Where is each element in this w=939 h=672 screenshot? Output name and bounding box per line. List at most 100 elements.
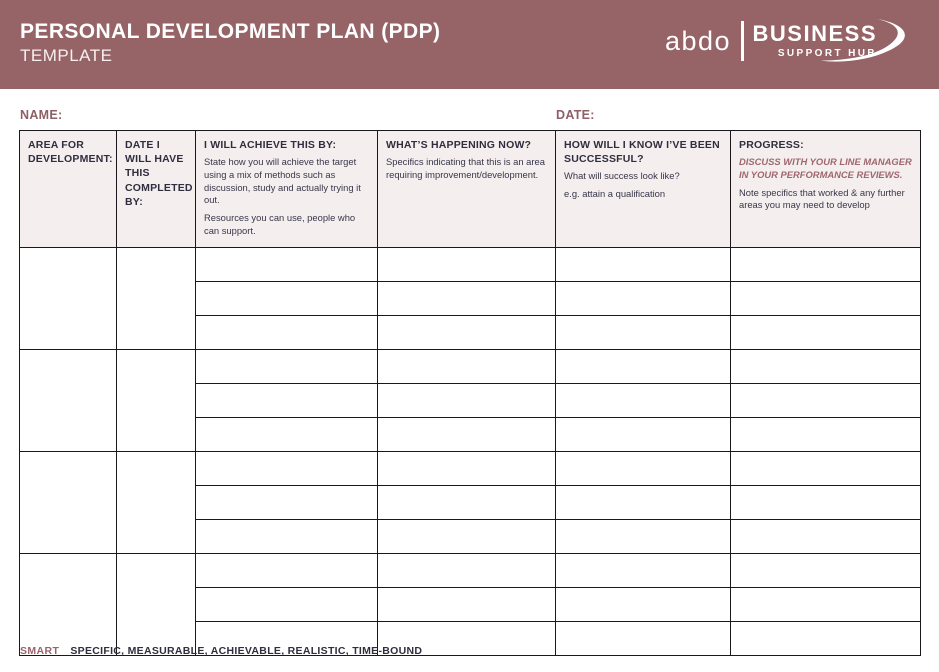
cell-progress[interactable] xyxy=(730,315,921,351)
cell-success-measure[interactable] xyxy=(555,247,731,283)
page-title: PERSONAL DEVELOPMENT PLAN (PDP) xyxy=(20,20,441,43)
cell-success-measure[interactable] xyxy=(555,417,731,453)
cell-progress[interactable] xyxy=(730,383,921,419)
column-description: e.g. attain a qualification xyxy=(564,188,666,200)
table-row xyxy=(19,349,921,453)
table-row xyxy=(20,383,921,419)
date-field: DATE: xyxy=(556,103,823,122)
column-emphasis-note: DISCUSS WITH YOUR LINE MANAGER IN YOUR P… xyxy=(739,156,912,180)
cell-achieve-by[interactable] xyxy=(195,519,378,555)
cell-success-measure[interactable] xyxy=(555,485,731,521)
col-header-happening-now: WHAT’S HAPPENING NOW? Specifics indicati… xyxy=(377,129,556,249)
cell-success-measure[interactable] xyxy=(555,349,731,385)
date-input-area[interactable] xyxy=(603,103,823,119)
cell-achieve-by[interactable] xyxy=(195,621,378,657)
logo-business-text: BUSINESS xyxy=(752,21,877,46)
cell-achieve-by[interactable] xyxy=(195,383,378,419)
cell-happening-now[interactable] xyxy=(377,621,556,657)
table-row xyxy=(20,621,921,657)
cell-progress[interactable] xyxy=(730,247,921,283)
cell-achieve-by[interactable] xyxy=(195,451,378,487)
smart-footer: SMART SPECIFIC, MEASURABLE, ACHIEVABLE, … xyxy=(20,645,422,657)
logo-divider xyxy=(741,21,744,61)
cell-happening-now[interactable] xyxy=(377,315,556,351)
cell-progress[interactable] xyxy=(730,587,921,623)
cell-happening-now[interactable] xyxy=(377,519,556,555)
column-title: WHAT’S HAPPENING NOW? xyxy=(386,139,532,151)
cell-progress[interactable] xyxy=(730,417,921,453)
cell-area-for-development[interactable] xyxy=(19,349,117,453)
cell-progress[interactable] xyxy=(730,519,921,555)
name-label: NAME: xyxy=(20,108,63,122)
cell-achieve-by[interactable] xyxy=(195,485,378,521)
cell-area-for-development[interactable] xyxy=(19,553,117,657)
cell-success-measure[interactable] xyxy=(555,383,731,419)
smart-acronym: SMART xyxy=(20,645,60,657)
cell-achieve-by[interactable] xyxy=(195,315,378,351)
logo-text-stack: BUSINESS SUPPORT HUB xyxy=(752,21,877,60)
cell-happening-now[interactable] xyxy=(377,383,556,419)
cell-happening-now[interactable] xyxy=(377,417,556,453)
title-block: PERSONAL DEVELOPMENT PLAN (PDP) TEMPLATE xyxy=(20,20,440,66)
cell-achieve-by[interactable] xyxy=(195,587,378,623)
cell-achieve-by[interactable] xyxy=(195,417,378,453)
table-row xyxy=(20,315,921,351)
table-row xyxy=(20,281,921,317)
date-label: DATE: xyxy=(556,108,595,122)
cell-success-measure[interactable] xyxy=(555,451,731,487)
cell-happening-now[interactable] xyxy=(377,281,556,317)
cell-area-for-development[interactable] xyxy=(19,451,117,555)
cell-progress[interactable] xyxy=(730,485,921,521)
cell-completion-date[interactable] xyxy=(116,349,196,453)
column-description: What will success look like? xyxy=(564,170,680,182)
cell-success-measure[interactable] xyxy=(555,281,731,317)
cell-completion-date[interactable] xyxy=(116,247,196,351)
table-row xyxy=(19,247,921,351)
cell-achieve-by[interactable] xyxy=(195,247,378,283)
form-row: NAME: DATE: xyxy=(0,103,939,123)
cell-success-measure[interactable] xyxy=(555,621,731,657)
cell-completion-date[interactable] xyxy=(116,451,196,555)
cell-achieve-by[interactable] xyxy=(195,281,378,317)
cell-happening-now[interactable] xyxy=(377,349,556,385)
cell-success-measure[interactable] xyxy=(555,519,731,555)
cell-happening-now[interactable] xyxy=(377,485,556,521)
cell-happening-now[interactable] xyxy=(377,451,556,487)
cell-happening-now[interactable] xyxy=(377,587,556,623)
cell-happening-now[interactable] xyxy=(377,553,556,589)
logo-brand-text: abdo xyxy=(664,25,732,56)
pdp-table: AREA FOR DEVELOPMENT: DATE I WILL HAVE T… xyxy=(19,129,921,657)
column-title: PROGRESS: xyxy=(739,139,804,151)
cell-achieve-by[interactable] xyxy=(195,349,378,385)
table-row xyxy=(19,553,921,657)
logo: abdo BUSINESS SUPPORT HUB xyxy=(665,21,877,61)
table-row xyxy=(19,451,921,555)
name-field: NAME: xyxy=(20,103,290,122)
cell-success-measure[interactable] xyxy=(555,315,731,351)
page-subtitle: TEMPLATE xyxy=(20,46,113,66)
cell-progress[interactable] xyxy=(730,349,921,385)
name-input-area[interactable] xyxy=(70,103,290,119)
smart-expansion: SPECIFIC, MEASURABLE, ACHIEVABLE, REALIS… xyxy=(70,645,423,657)
cell-progress[interactable] xyxy=(730,621,921,657)
column-description: Resources you can use, people who can su… xyxy=(204,211,356,236)
col-header-completion-date: DATE I WILL HAVE THIS COMPLETED BY: xyxy=(116,129,196,249)
col-header-success-measure: HOW WILL I KNOW I’VE BEEN SUCCESSFUL? Wh… xyxy=(555,129,731,249)
cell-success-measure[interactable] xyxy=(555,587,731,623)
cell-progress[interactable] xyxy=(730,451,921,487)
cell-progress[interactable] xyxy=(730,281,921,317)
table-header-row: AREA FOR DEVELOPMENT: DATE I WILL HAVE T… xyxy=(19,129,921,249)
column-description: Note specifics that worked & any further… xyxy=(739,186,905,211)
column-title: HOW WILL I KNOW I’VE BEEN SUCCESSFUL? xyxy=(564,139,720,166)
swoosh-icon xyxy=(820,19,905,62)
cell-completion-date[interactable] xyxy=(116,553,196,657)
cell-area-for-development[interactable] xyxy=(19,247,117,351)
cell-happening-now[interactable] xyxy=(377,247,556,283)
cell-progress[interactable] xyxy=(730,553,921,589)
column-description: Specifics indicating that this is an are… xyxy=(386,156,545,180)
cell-achieve-by[interactable] xyxy=(195,553,378,589)
col-header-progress: PROGRESS: DISCUSS WITH YOUR LINE MANAGER… xyxy=(730,129,921,249)
cell-success-measure[interactable] xyxy=(555,553,731,589)
column-title: DATE I WILL HAVE THIS COMPLETED BY: xyxy=(125,139,193,208)
table-row xyxy=(20,587,921,623)
